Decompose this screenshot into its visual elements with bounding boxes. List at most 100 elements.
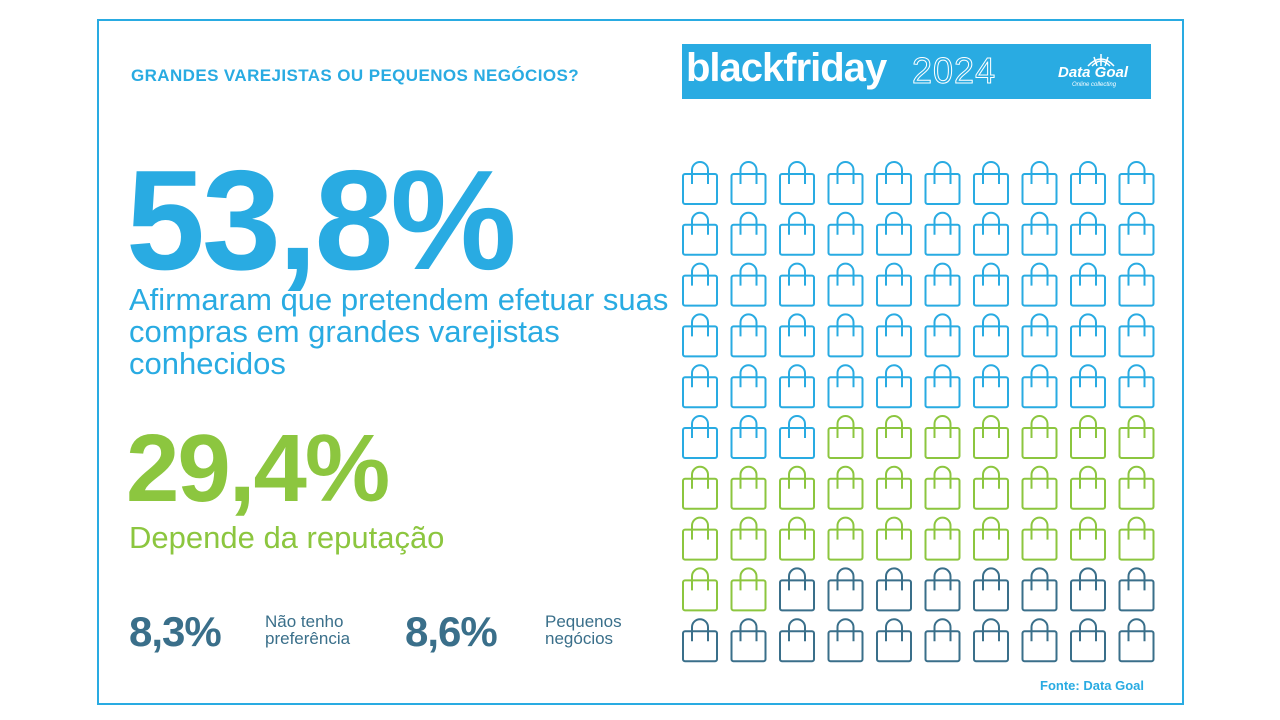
- shopping-bag-icon: [682, 161, 718, 205]
- shopping-bag-icon: [779, 313, 815, 358]
- shopping-bag-icon: [973, 618, 1009, 663]
- shopping-bag-icon: [730, 161, 767, 205]
- shopping-bag-icon: [1118, 161, 1155, 205]
- stat-no-preference-label: Não tenho preferência: [265, 612, 351, 648]
- shopping-bag-icon: [1070, 465, 1106, 510]
- shopping-bag-icon: [1021, 364, 1058, 409]
- main-percentage: 53,8%: [126, 141, 517, 300]
- shopping-bag-icon: [924, 567, 961, 612]
- shopping-bag-icon: [973, 364, 1009, 409]
- shopping-bag-icon: [1118, 415, 1155, 459]
- shopping-bag-icon: [924, 262, 961, 307]
- shopping-bag-icon: [1118, 567, 1155, 612]
- shopping-bag-icon: [779, 567, 815, 612]
- shopping-bag-icon: [730, 262, 767, 307]
- shopping-bag-icon: [876, 516, 912, 561]
- infographic-frame: [97, 19, 1184, 705]
- shopping-bag-icon: [779, 161, 815, 205]
- shopping-bag-icon: [973, 161, 1009, 205]
- shopping-bag-icon: [1070, 364, 1106, 409]
- shopping-bag-icon: [682, 465, 718, 510]
- shopping-bag-icon: [682, 313, 718, 358]
- shopping-bag-icon: [1070, 415, 1106, 459]
- shopping-bag-icon: [973, 516, 1009, 561]
- shopping-bag-icon: [924, 364, 961, 409]
- second-description: Depende da reputação: [129, 520, 445, 555]
- shopping-bag-icon: [876, 262, 912, 307]
- black-friday-banner: blackfriday 2024 Data Goal Online collec…: [682, 44, 1151, 99]
- shopping-bag-icon: [827, 161, 864, 205]
- shopping-bag-icon: [1070, 262, 1106, 307]
- shopping-bag-icon: [1118, 618, 1155, 663]
- shopping-bag-icon: [876, 364, 912, 409]
- brand-name: Data Goal: [1058, 64, 1129, 81]
- shopping-bag-icon: [779, 465, 815, 510]
- shopping-bag-icon: [1021, 211, 1058, 256]
- shopping-bag-icon: [1118, 465, 1155, 510]
- shopping-bag-icon: [1021, 415, 1058, 459]
- shopping-bag-icon: [682, 364, 718, 409]
- shopping-bag-icon: [730, 415, 767, 459]
- shopping-bag-icon: [779, 516, 815, 561]
- datagoal-logo-icon: [1087, 54, 1115, 67]
- stat-small-business-label: Pequenos negócios: [545, 612, 622, 648]
- shopping-bag-icon: [1021, 313, 1058, 358]
- shopping-bag-icon: [730, 516, 767, 561]
- shopping-bag-icon: [924, 618, 961, 663]
- shopping-bag-icon: [779, 211, 815, 256]
- shopping-bag-icon: [1070, 516, 1106, 561]
- shopping-bag-icon: [682, 211, 718, 256]
- shopping-bag-icon: [730, 211, 767, 256]
- source-note: Fonte: Data Goal: [1040, 678, 1145, 693]
- shopping-bag-icon: [1070, 567, 1106, 612]
- shopping-bag-icon: [973, 211, 1009, 256]
- shopping-bag-icon: [682, 567, 718, 612]
- shopping-bag-icon: [876, 211, 912, 256]
- page-title: GRANDES VAREJISTAS OU PEQUENOS NEGÓCIOS?: [131, 66, 579, 85]
- shopping-bag-icon: [827, 211, 864, 256]
- shopping-bag-icon: [973, 313, 1009, 358]
- shopping-bag-icon: [682, 516, 718, 561]
- shopping-bag-icon: [779, 618, 815, 663]
- shopping-bag-icon: [1021, 567, 1058, 612]
- shopping-bag-icon: [827, 516, 864, 561]
- shopping-bag-icon: [730, 618, 767, 663]
- second-percentage: 29,4%: [126, 415, 390, 522]
- shopping-bag-icon: [973, 415, 1009, 459]
- shopping-bag-icon: [1070, 618, 1106, 663]
- shopping-bag-pictogram: [682, 161, 1155, 663]
- shopping-bag-icon: [1118, 262, 1155, 307]
- shopping-bag-icon: [876, 415, 912, 459]
- shopping-bag-icon: [876, 161, 912, 205]
- shopping-bag-icon: [730, 313, 767, 358]
- shopping-bag-icon: [876, 567, 912, 612]
- shopping-bag-icon: [1070, 161, 1106, 205]
- shopping-bag-icon: [682, 618, 718, 663]
- main-description: Afirmaram que pretendem efetuar suas com…: [129, 282, 669, 381]
- shopping-bag-icon: [827, 465, 864, 510]
- banner-blackfriday-text: blackfriday: [686, 46, 887, 90]
- stat-no-preference-value: 8,3%: [129, 608, 222, 655]
- shopping-bag-icon: [1021, 161, 1058, 205]
- shopping-bag-icon: [876, 618, 912, 663]
- shopping-bag-icon: [876, 313, 912, 358]
- shopping-bag-icon: [1021, 618, 1058, 663]
- shopping-bag-icon: [827, 364, 864, 409]
- brand-tagline: Online collecting: [1072, 82, 1117, 88]
- shopping-bag-icon: [1070, 211, 1106, 256]
- shopping-bag-icon: [779, 262, 815, 307]
- shopping-bag-icon: [924, 313, 961, 358]
- shopping-bag-icon: [1118, 516, 1155, 561]
- shopping-bag-icon: [730, 465, 767, 510]
- shopping-bag-icon: [682, 262, 718, 307]
- shopping-bag-icon: [973, 465, 1009, 510]
- shopping-bag-icon: [827, 415, 864, 459]
- shopping-bag-icon: [924, 415, 961, 459]
- shopping-bag-icon: [876, 465, 912, 510]
- shopping-bag-icon: [779, 415, 815, 459]
- shopping-bag-icon: [682, 415, 718, 459]
- shopping-bag-icon: [779, 364, 815, 409]
- shopping-bag-icon: [827, 313, 864, 358]
- shopping-bag-icon: [924, 465, 961, 510]
- shopping-bag-icon: [827, 262, 864, 307]
